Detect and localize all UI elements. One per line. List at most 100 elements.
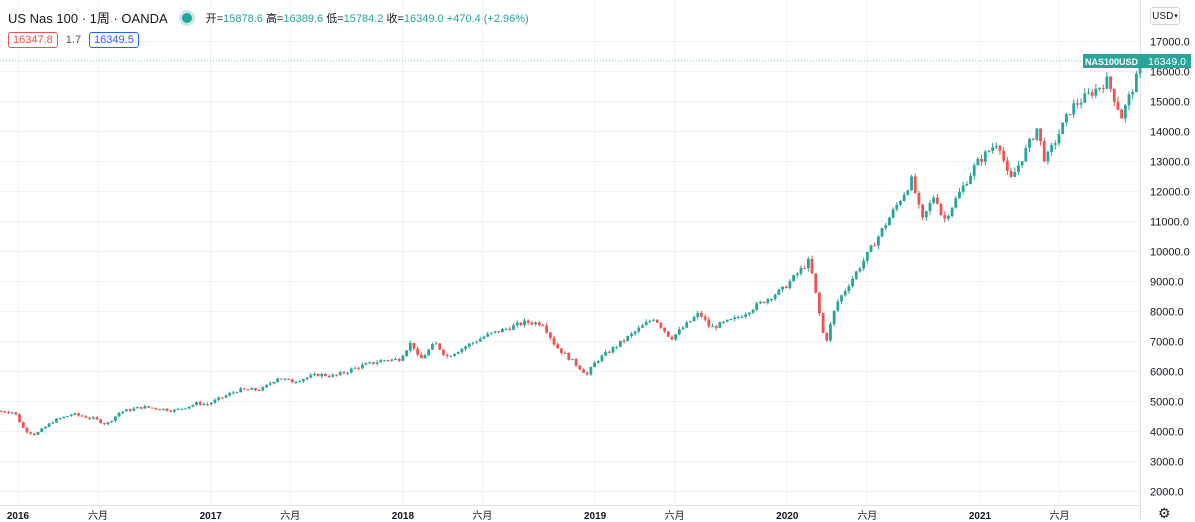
symbol-title[interactable]: US Nas 100 · 1周 · OANDA — [8, 11, 168, 26]
x-tick-label: 六月 — [280, 510, 300, 521]
candle-body — [379, 360, 383, 363]
candle-body — [604, 351, 608, 356]
candle-body — [209, 402, 213, 405]
candle-body — [663, 327, 666, 332]
candle-body — [412, 342, 416, 349]
candle-body — [349, 368, 353, 373]
x-tick-label: 2018 — [392, 511, 415, 521]
candle-body — [873, 245, 877, 247]
candle-body — [335, 374, 338, 376]
candle-body — [397, 358, 401, 361]
candle-body — [235, 392, 239, 394]
candle-body — [814, 273, 818, 293]
candle-body — [195, 402, 198, 405]
candle-body — [718, 322, 722, 328]
candle-body — [751, 309, 755, 313]
candle-body — [331, 374, 335, 377]
candle-body — [928, 203, 932, 212]
candle-body — [372, 362, 375, 364]
candle-body — [368, 362, 372, 364]
candle-body — [154, 407, 158, 410]
candle-body — [880, 228, 884, 237]
candle-body — [102, 423, 106, 425]
candle-body — [1131, 92, 1135, 95]
candle-body — [508, 328, 512, 330]
candle-body — [729, 319, 733, 321]
y-tick-label: 11000.0 — [1150, 217, 1189, 229]
x-tick-label: 六月 — [88, 510, 108, 521]
candle-body — [305, 377, 309, 380]
candle-body — [202, 403, 206, 405]
candle-body — [121, 411, 125, 414]
candle-body — [696, 312, 700, 318]
candle-body — [25, 427, 29, 433]
candle-body — [969, 175, 972, 184]
candle-body — [530, 322, 534, 325]
currency-selector[interactable]: USD ▾ — [1150, 7, 1180, 25]
candle-body — [744, 314, 748, 317]
candle-body — [1138, 65, 1142, 74]
candle-body — [821, 313, 825, 333]
buy-price-button[interactable]: 16349.5 — [89, 32, 139, 48]
y-tick-label: 14000.0 — [1150, 127, 1190, 139]
gear-icon[interactable]: ⚙ — [1158, 505, 1171, 521]
candle-body — [324, 373, 327, 376]
x-tick-label: 六月 — [665, 510, 685, 521]
candle-body — [423, 355, 427, 359]
sell-price-button[interactable]: 16347.8 — [8, 32, 58, 48]
candle-body — [935, 197, 939, 204]
candle-body — [1083, 93, 1087, 103]
candle-body — [1046, 151, 1050, 162]
candle-body — [1098, 87, 1101, 89]
x-tick-label: 2019 — [584, 511, 607, 521]
y-tick-label: 13000.0 — [1150, 157, 1190, 169]
candle-body — [132, 408, 136, 411]
candle-body — [114, 416, 117, 422]
candle-body — [648, 320, 652, 322]
candle-body — [353, 367, 357, 369]
last-price-tag-value: 16349.0 — [1148, 56, 1186, 68]
candle-body — [740, 316, 744, 318]
candle-body — [21, 422, 25, 428]
candle-body — [607, 351, 611, 353]
candle-body — [534, 322, 537, 325]
y-tick-label: 3000.0 — [1150, 457, 1184, 469]
candle-body — [228, 393, 232, 396]
candle-body — [301, 379, 305, 382]
candle-body — [792, 275, 796, 282]
x-tick-label: 六月 — [857, 510, 877, 521]
candle-body — [913, 176, 917, 193]
candle-body — [287, 378, 291, 380]
candle-body — [220, 397, 224, 399]
y-tick-label: 6000.0 — [1150, 367, 1184, 379]
high-label: 高= — [265, 12, 284, 25]
spread-value: 1.7 — [65, 34, 82, 46]
market-status-dot-icon[interactable] — [181, 12, 192, 23]
candle-body — [10, 412, 14, 414]
candle-body — [626, 336, 630, 341]
candle-body — [711, 326, 714, 328]
ohlc-values: 开=15878.6 高=16389.6 低=15784.2 收=16349.0 … — [206, 10, 529, 26]
candle-body — [206, 403, 209, 405]
candle-body — [1013, 172, 1017, 177]
candle-body — [795, 273, 799, 276]
candle-body — [851, 278, 854, 287]
x-tick-label: 2016 — [7, 511, 30, 521]
y-tick-label: 5000.0 — [1150, 397, 1184, 409]
candle-body — [401, 355, 405, 361]
candle-body — [55, 418, 58, 423]
candle-body — [781, 286, 784, 290]
candle-body — [43, 426, 47, 429]
candle-body — [526, 320, 530, 323]
candle-body — [674, 334, 678, 340]
candle-body — [338, 372, 342, 376]
candle-body — [865, 251, 869, 261]
chevron-down-icon: ▾ — [1174, 13, 1178, 20]
candle-body — [430, 343, 434, 350]
candle-body — [283, 378, 287, 380]
candle-body — [641, 325, 644, 328]
candle-body — [493, 331, 497, 333]
candle-body — [548, 332, 552, 338]
candle-body — [1101, 87, 1105, 89]
